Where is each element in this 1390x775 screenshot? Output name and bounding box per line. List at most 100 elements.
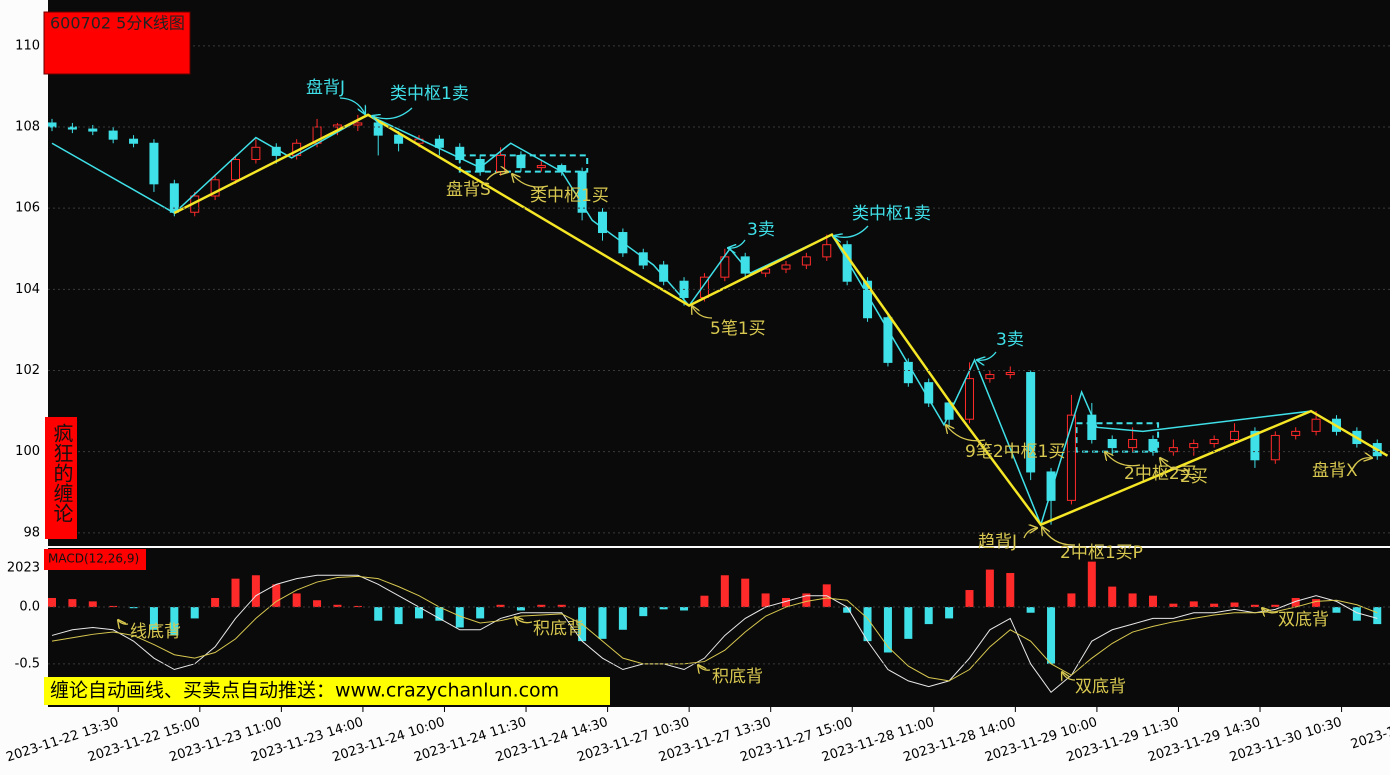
- macd-bar: [720, 575, 729, 608]
- annotation: 盘背X: [1312, 461, 1358, 481]
- stroke-line: [173, 113, 1389, 527]
- macd-label: MACD(12,26,9): [48, 552, 139, 566]
- macd-bar: [741, 578, 750, 608]
- macd-bar: [761, 593, 770, 608]
- macd-bar: [1250, 604, 1259, 608]
- macd-bar: [170, 607, 179, 636]
- macd-bar: [1230, 602, 1239, 608]
- annotation: 类中枢1卖: [852, 204, 931, 224]
- candle-body: [1209, 438, 1219, 445]
- stroke-line: [51, 114, 1388, 527]
- candle-body: [740, 256, 750, 274]
- annotation: 2中枢1买P: [1060, 543, 1143, 563]
- candle-body: [1291, 430, 1301, 436]
- macd-bar: [129, 607, 138, 609]
- annotation-arrow: [834, 225, 869, 237]
- macd-bar: [88, 601, 97, 608]
- annotation-arrow: [512, 174, 549, 188]
- annotation: 双底背: [1278, 610, 1329, 630]
- macd-bar: [1332, 607, 1341, 613]
- candle-body: [863, 280, 873, 319]
- macd-bar: [1026, 607, 1035, 613]
- annotation-arrow: [118, 620, 129, 624]
- y-tick-label: 102: [15, 363, 40, 378]
- annotation-arrow: [977, 351, 997, 360]
- macd-bar: [965, 590, 974, 608]
- candle-body: [88, 128, 98, 132]
- annotation-arrow: [728, 239, 746, 248]
- candle-body: [536, 165, 546, 169]
- y-tick-label: 106: [15, 201, 40, 216]
- macd-bar: [251, 575, 260, 608]
- annotation: 盘背J: [306, 78, 345, 98]
- annotation-arrow: [698, 665, 711, 670]
- macd-bar: [781, 597, 790, 608]
- candle-body: [985, 374, 995, 380]
- annotation-arrow: [339, 97, 365, 114]
- macd-bar: [68, 599, 77, 608]
- macd-bar: [1148, 595, 1157, 608]
- y-tick-label: 100: [15, 444, 40, 459]
- candle-body: [1128, 438, 1138, 449]
- annotation-arrow: [692, 306, 713, 319]
- candle-body: [496, 154, 506, 173]
- macd-bar: [292, 593, 301, 608]
- macd-bar: [1210, 603, 1219, 608]
- macd-bar: [394, 607, 403, 625]
- candle-body: [638, 252, 648, 266]
- banner-box: [44, 677, 610, 705]
- candle-body: [577, 171, 587, 213]
- annotation: 3卖: [996, 330, 1024, 350]
- candle-body: [781, 264, 791, 270]
- macd-bar: [1128, 593, 1137, 608]
- macd-bar: [598, 607, 607, 639]
- macd-bar: [414, 607, 423, 619]
- macd-bar: [272, 584, 281, 608]
- annotation: 积底背: [712, 667, 763, 687]
- annotation: 趋背J: [978, 532, 1017, 552]
- candle-body: [1026, 372, 1036, 473]
- candle-body: [149, 142, 159, 185]
- annotation: 类中枢1卖: [390, 84, 469, 104]
- annotation-arrow: [1354, 458, 1372, 466]
- side-label-box: [45, 417, 77, 539]
- candle-body: [251, 146, 261, 160]
- annotation-arrow: [1262, 608, 1279, 613]
- candle-body: [1005, 372, 1015, 376]
- candle-body: [1168, 447, 1178, 453]
- macd-bar: [374, 607, 383, 621]
- macd-bar: [680, 607, 689, 611]
- price-plot: [48, 113, 1389, 527]
- candle-body: [210, 179, 220, 197]
- candle-body: [1250, 430, 1260, 461]
- macd-bar: [109, 605, 118, 608]
- candle-body: [761, 268, 771, 274]
- annotation: 5笔1买: [710, 319, 766, 339]
- macd-bar: [1189, 601, 1198, 608]
- macd-bar: [516, 607, 525, 611]
- macd-bar: [435, 607, 444, 621]
- candle-body: [394, 134, 404, 144]
- annotation: 双底背: [1075, 677, 1126, 697]
- candle-body: [332, 124, 342, 128]
- annotation: 2买: [1180, 467, 1208, 487]
- macd-bar: [1312, 599, 1321, 608]
- macd-bar: [843, 607, 852, 613]
- y-tick-label: 104: [15, 282, 40, 297]
- candle-body: [129, 138, 139, 144]
- macd-bar: [1067, 593, 1076, 608]
- y-tick-label: 110: [15, 38, 40, 53]
- candle-body: [48, 122, 57, 128]
- macd-bar: [945, 607, 954, 619]
- candle-body: [883, 317, 893, 363]
- candle-body: [822, 244, 832, 258]
- candle-body: [1311, 418, 1321, 432]
- macd-bar: [639, 607, 648, 617]
- macd-bar: [211, 597, 220, 608]
- annotation-arrow: [515, 617, 533, 623]
- candle-body: [230, 158, 240, 181]
- annotation: 2中枢2买: [1124, 464, 1197, 484]
- y-tick-label: 0.0: [19, 600, 40, 615]
- candle-body: [1107, 438, 1117, 449]
